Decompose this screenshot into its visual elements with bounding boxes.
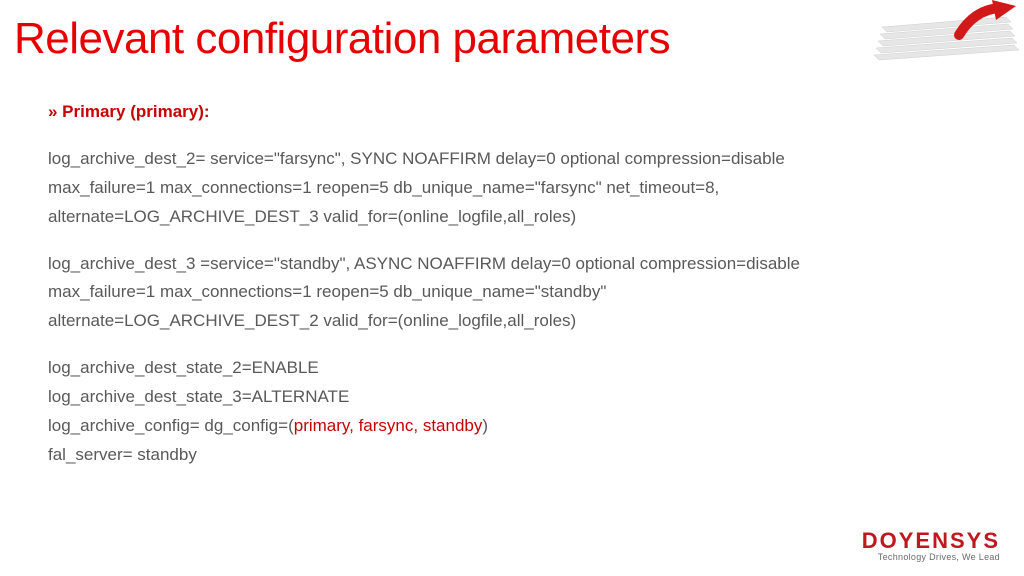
slide: Relevant configuration parameters » Prim… — [0, 0, 1024, 576]
config-line: fal_server= standby — [48, 441, 976, 470]
decoration-svg — [864, 0, 1024, 70]
section-header: » Primary (primary): — [48, 98, 976, 127]
config-line: log_archive_dest_state_3=ALTERNATE — [48, 383, 976, 412]
config-line: max_failure=1 max_connections=1 reopen=5… — [48, 174, 976, 203]
config-highlight: primary, farsync, standby — [294, 416, 483, 435]
paper-stack-icon — [874, 17, 1019, 60]
paragraph-2: log_archive_dest_3 =service="standby", A… — [48, 250, 976, 337]
config-line: max_failure=1 max_connections=1 reopen=5… — [48, 278, 976, 307]
config-text: log_archive_config= dg_config=( — [48, 416, 294, 435]
config-text: ) — [482, 416, 488, 435]
config-line: alternate=LOG_ARCHIVE_DEST_2 valid_for=(… — [48, 307, 976, 336]
logo-tagline: Technology Drives, We Lead — [862, 552, 1000, 562]
header-decoration — [864, 0, 1024, 70]
paragraph-1: log_archive_dest_2= service="farsync", S… — [48, 145, 976, 232]
footer-logo: DOYENSYS Technology Drives, We Lead — [862, 528, 1000, 562]
config-line: log_archive_config= dg_config=(primary, … — [48, 412, 976, 441]
paragraph-3: log_archive_dest_state_2=ENABLE log_arch… — [48, 354, 976, 470]
config-line: log_archive_dest_2= service="farsync", S… — [48, 145, 976, 174]
slide-title: Relevant configuration parameters — [14, 14, 670, 64]
config-line: alternate=LOG_ARCHIVE_DEST_3 valid_for=(… — [48, 203, 976, 232]
slide-content: » Primary (primary): log_archive_dest_2=… — [48, 98, 976, 488]
config-line: log_archive_dest_3 =service="standby", A… — [48, 250, 976, 279]
config-line: log_archive_dest_state_2=ENABLE — [48, 354, 976, 383]
logo-wordmark: DOYENSYS — [862, 528, 1000, 554]
